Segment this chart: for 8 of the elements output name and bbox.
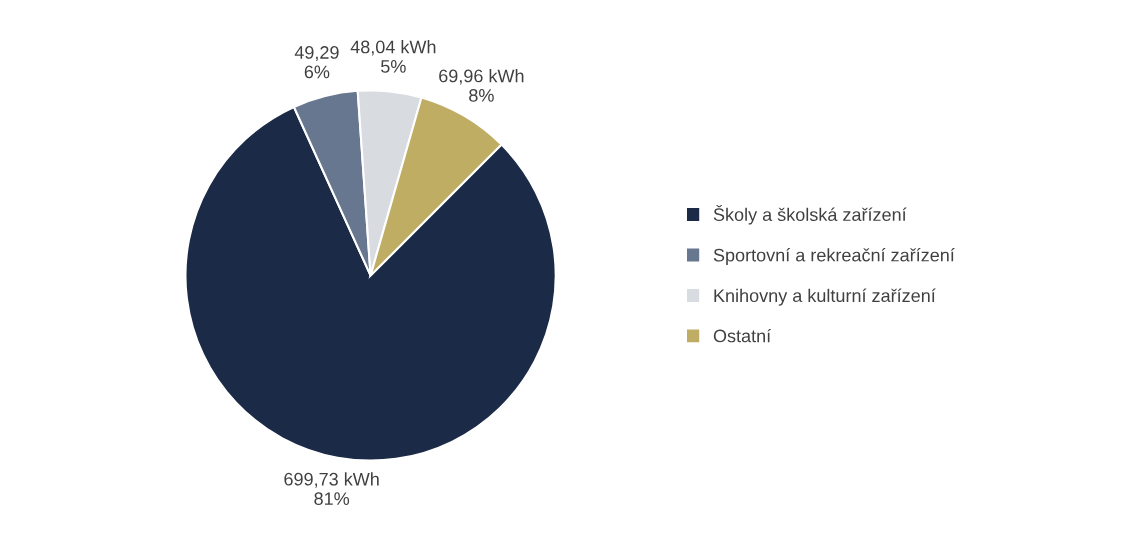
legend-label: Ostatní xyxy=(713,328,772,343)
data-label: 699,73 kWh 81% xyxy=(284,472,379,506)
legend-label: Knihovny a kulturní zařízení xyxy=(714,288,936,306)
legend-label: Sportovní a rekreační zařízení xyxy=(713,248,955,266)
data-label: 48,04 kWh 5% xyxy=(350,40,436,73)
data-label: 49,29 6% xyxy=(294,46,339,79)
legend-label: Školy a školská zařízení xyxy=(713,205,907,225)
data-label: 69,96 kWh 8% xyxy=(439,69,524,102)
